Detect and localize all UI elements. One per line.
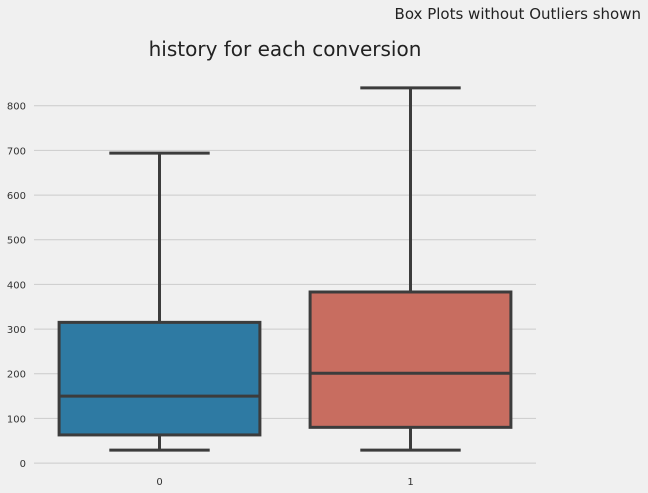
box-group-0	[57, 151, 262, 452]
y-tick-label-500: 500	[7, 236, 26, 247]
x-tick-label-1: 1	[407, 477, 413, 488]
box-group-1	[308, 86, 513, 452]
y-tick-label-300: 300	[7, 325, 26, 336]
y-tick-label-100: 100	[7, 414, 26, 425]
y-tick-label-600: 600	[7, 191, 26, 202]
box-layer	[57, 86, 513, 452]
box-1	[308, 290, 513, 429]
box-0	[57, 320, 262, 437]
y-axis-ticks: 0 100 200 300 400 500 600 700 800	[7, 102, 26, 470]
chart-title: history for each conversion	[149, 37, 422, 61]
y-tick-label-400: 400	[7, 280, 26, 291]
figure-suptitle: Box Plots without Outliers shown	[394, 5, 641, 23]
y-tick-label-700: 700	[7, 146, 26, 157]
x-tick-label-0: 0	[156, 477, 162, 488]
y-tick-label-200: 200	[7, 370, 26, 381]
y-tick-label-0: 0	[20, 459, 26, 470]
y-tick-label-800: 800	[7, 102, 26, 113]
